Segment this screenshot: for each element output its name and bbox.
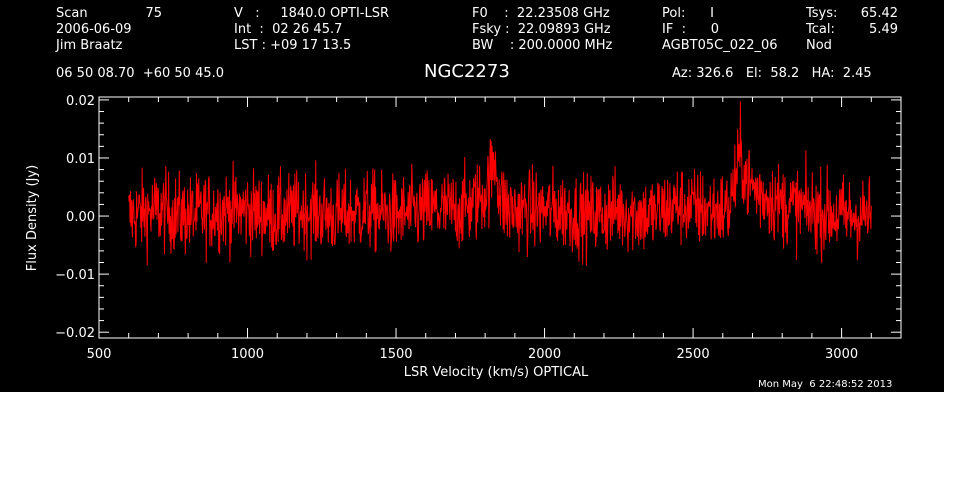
x-tick-label: 2500 bbox=[677, 347, 710, 362]
observer-text: Jim Braatz bbox=[56, 38, 123, 53]
spectrum-line bbox=[128, 101, 872, 266]
source-name: NGC2273 bbox=[424, 61, 510, 82]
y-tick-label: −0.02 bbox=[55, 326, 95, 341]
y-axis-title: Flux Density (Jy) bbox=[25, 165, 40, 271]
fsky-text: Fsky : 22.09893 GHz bbox=[472, 22, 611, 37]
scan-label: Scan bbox=[56, 6, 88, 21]
date-text: 2006-06-09 bbox=[56, 22, 132, 37]
timestamp: Mon May 6 22:48:52 2013 bbox=[758, 379, 893, 390]
lst-text: LST : +09 17 13.5 bbox=[234, 38, 352, 53]
y-tick-label: 0.01 bbox=[66, 152, 95, 167]
y-tick-label: −0.01 bbox=[55, 268, 95, 283]
scan-value: 75 bbox=[145, 6, 162, 21]
plot-window: Scan 75 2006-06-09 Jim Braatz 06 50 08.7… bbox=[0, 0, 944, 392]
bw-text: BW : 200.0000 MHz bbox=[472, 38, 613, 53]
spectrum-chart: 500 1000 1500 2000 2500 3000 −0.02 −0.01 0.00 0.0… bbox=[25, 94, 902, 380]
tsys-label: Tsys: bbox=[806, 6, 838, 21]
spectrum-series bbox=[128, 101, 872, 266]
tcal-label: Tcal: bbox=[806, 22, 835, 37]
tcal-value: 5.49 bbox=[869, 22, 898, 37]
x-tick-label: 500 bbox=[87, 347, 112, 362]
y-tick-label: 0.02 bbox=[66, 94, 95, 109]
if-text: IF : 0 bbox=[662, 22, 720, 37]
x-tick-label: 1500 bbox=[379, 347, 412, 362]
plot-frame bbox=[98, 96, 902, 339]
integration-text: Int : 02 26 45.7 bbox=[234, 22, 343, 37]
y-tick-label: 0.00 bbox=[66, 210, 95, 225]
project-text: AGBT05C_022_06 bbox=[662, 38, 778, 53]
position-text: 06 50 08.70 +60 50 45.0 bbox=[56, 66, 225, 81]
pol-text: Pol: I bbox=[662, 6, 714, 21]
x-tick-label: 3000 bbox=[825, 347, 858, 362]
pointing-text: Az: 326.6 El: 58.2 HA: 2.45 bbox=[672, 66, 872, 81]
x-tick-label: 2000 bbox=[528, 347, 561, 362]
mode-text: Nod bbox=[806, 38, 832, 53]
x-tick-label: 1000 bbox=[231, 347, 264, 362]
axis-ticks: 500 1000 1500 2000 2500 3000 −0.02 −0.01 0.00 0.0… bbox=[55, 94, 902, 362]
velocity-text: V : 1840.0 OPTI-LSR bbox=[234, 6, 390, 21]
tsys-value: 65.42 bbox=[860, 6, 898, 21]
x-axis-title: LSR Velocity (km/s) OPTICAL bbox=[404, 365, 589, 380]
f0-text: F0 : 22.23508 GHz bbox=[472, 6, 610, 21]
